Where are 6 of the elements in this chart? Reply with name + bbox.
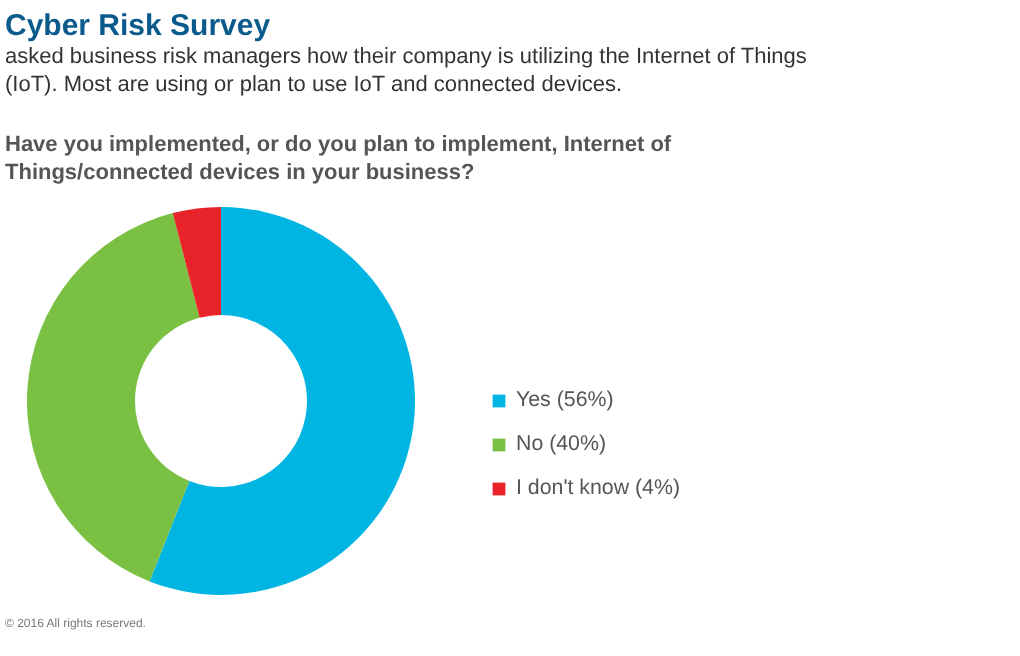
legend-label: No (40%) xyxy=(516,432,607,456)
text: Have you implemented, or do you plan to implement, Internet of Things/connected devices in your business? xyxy=(5,133,672,185)
legend-label: I don't know (4%) xyxy=(516,476,680,500)
chart-subtitle: asked business risk managers how their company is utilizing the Internet of Things (IoT). Most are using or plan to use IoT and connected devices. xyxy=(5,45,808,97)
legend-label: Yes (56%) xyxy=(516,388,614,412)
chart-title: Cyber Risk Survey xyxy=(5,9,272,43)
